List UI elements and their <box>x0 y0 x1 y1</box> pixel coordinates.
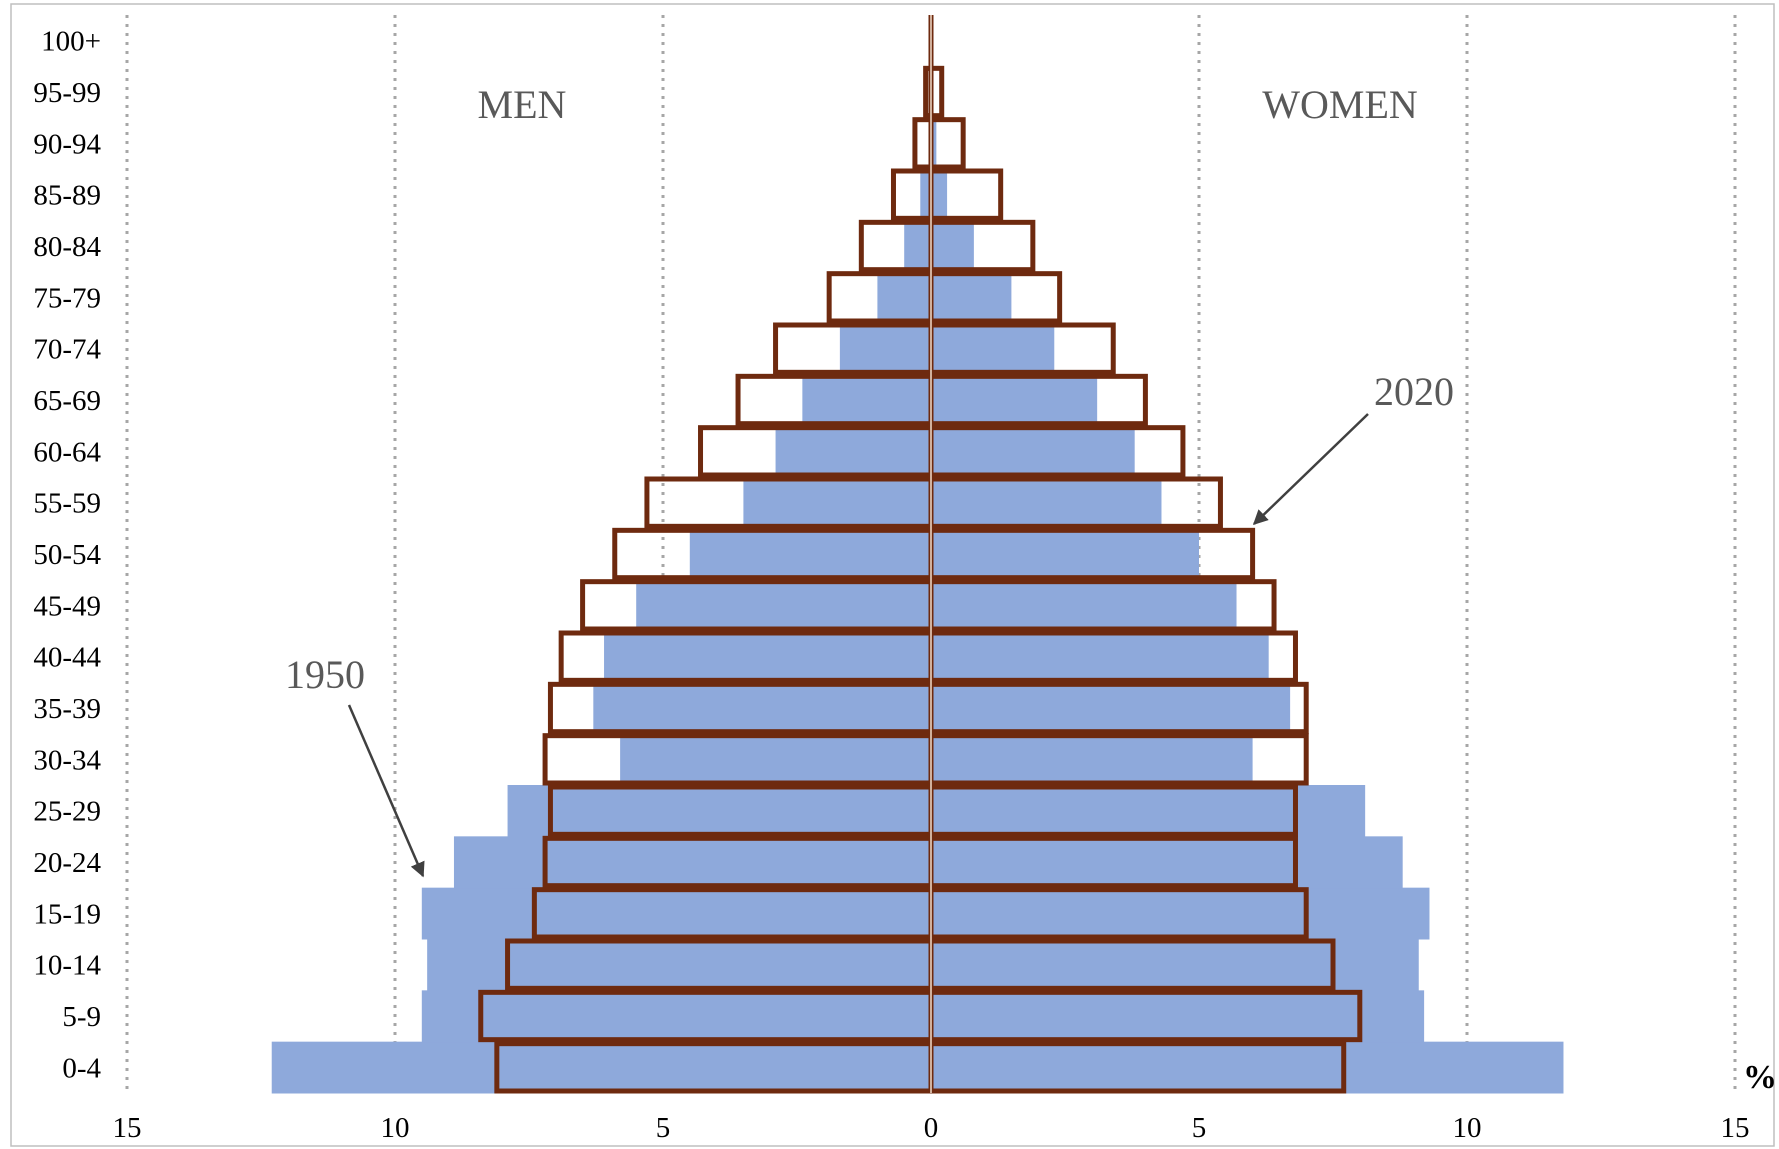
bar-1950-women-85-89 <box>931 169 948 221</box>
age-label-85-89: 85-89 <box>33 180 101 212</box>
bar-1950-men-15-19 <box>421 887 931 940</box>
bar-1950-men-85-89 <box>920 169 931 221</box>
bar-1950-women-50-54 <box>931 528 1199 581</box>
age-label-75-79: 75-79 <box>33 282 101 314</box>
bar-1950-women-45-49 <box>931 579 1237 632</box>
age-label-40-44: 40-44 <box>33 642 101 674</box>
tick-label-0: 15 <box>113 1112 142 1144</box>
bar-1950-men-80-84 <box>904 220 931 273</box>
bar-1950-women-15-19 <box>931 887 1430 940</box>
bar-1950-women-20-24 <box>931 836 1403 889</box>
age-label-55-59: 55-59 <box>33 488 101 520</box>
age-label-0-4: 0-4 <box>62 1052 101 1084</box>
bar-1950-men-60-64 <box>775 425 931 478</box>
age-label-90-94: 90-94 <box>33 128 101 160</box>
bar-1950-men-10-14 <box>427 939 931 991</box>
age-label-35-39: 35-39 <box>33 693 101 725</box>
series-1950-bars <box>271 117 1564 1094</box>
bar-1950-women-40-44 <box>931 631 1269 683</box>
bar-1950-women-90-94 <box>931 117 937 170</box>
bar-1950-men-50-54 <box>689 528 931 581</box>
bar-1950-women-70-74 <box>931 323 1055 375</box>
age-label-70-74: 70-74 <box>33 334 101 366</box>
bar-1950-men-65-69 <box>802 374 931 427</box>
bar-1950-men-45-49 <box>636 579 931 632</box>
age-label-65-69: 65-69 <box>33 385 101 417</box>
age-group-labels: 0-4 5-9 10-14 15-19 20-24 25-29 30-34 35-39 40-4… <box>33 26 101 1085</box>
bar-1950-men-30-34 <box>620 733 931 786</box>
x-axis-tick-labels: 15 10 5 0 5 10 15 <box>113 1112 1750 1144</box>
age-label-50-54: 50-54 <box>33 539 101 571</box>
bar-1950-women-60-64 <box>931 425 1135 478</box>
age-label-80-84: 80-84 <box>33 231 101 263</box>
tick-label-1: 10 <box>381 1112 410 1144</box>
bar-1950-men-40-44 <box>604 631 931 683</box>
year-annotations: 1950 2020 <box>285 369 1454 878</box>
bar-1950-women-80-84 <box>931 220 974 273</box>
age-label-5-9: 5-9 <box>62 1001 101 1033</box>
tick-label-2: 5 <box>656 1112 671 1144</box>
tick-label-6: 15 <box>1721 1112 1750 1144</box>
bar-1950-men-55-59 <box>743 477 931 529</box>
tick-label-4: 5 <box>1192 1112 1207 1144</box>
age-label-95-99: 95-99 <box>33 77 101 109</box>
bar-1950-women-25-29 <box>931 785 1366 837</box>
bar-1950-men-20-24 <box>453 836 931 889</box>
age-label-30-34: 30-34 <box>33 744 101 776</box>
bar-1950-men-75-79 <box>877 271 931 324</box>
tick-label-5: 10 <box>1453 1112 1482 1144</box>
bar-1950-women-0-4 <box>931 1041 1564 1094</box>
unit-label: % <box>1743 1059 1777 1096</box>
bar-1950-women-5-9 <box>931 990 1425 1043</box>
age-label-25-29: 25-29 <box>33 796 101 828</box>
bar-1950-men-0-4 <box>271 1041 932 1094</box>
bar-1950-women-55-59 <box>931 477 1162 529</box>
bar-1950-men-5-9 <box>421 990 931 1043</box>
age-label-10-14: 10-14 <box>33 950 101 982</box>
bar-1950-women-75-79 <box>931 271 1012 324</box>
bar-1950-women-30-34 <box>931 733 1253 786</box>
age-label-100+: 100+ <box>41 26 101 58</box>
bar-1950-men-70-74 <box>839 323 931 375</box>
bar-1950-women-10-14 <box>931 939 1419 991</box>
women-side-label: WOMEN <box>1262 82 1418 127</box>
annotation-2020-label: 2020 <box>1374 369 1454 414</box>
annotation-1950-arrow <box>347 704 425 878</box>
age-label-60-64: 60-64 <box>33 436 101 468</box>
age-label-45-49: 45-49 <box>33 590 101 622</box>
tick-label-3: 0 <box>924 1112 939 1144</box>
bar-1950-men-25-29 <box>507 785 931 837</box>
bar-1950-men-35-39 <box>593 682 931 735</box>
men-side-label: MEN <box>478 82 567 127</box>
age-label-20-24: 20-24 <box>33 847 101 879</box>
bar-1950-women-65-69 <box>931 374 1098 427</box>
bar-1950-women-35-39 <box>931 682 1291 735</box>
annotation-2020-arrow <box>1252 413 1369 526</box>
annotation-1950-label: 1950 <box>285 652 365 697</box>
age-label-15-19: 15-19 <box>33 898 101 930</box>
